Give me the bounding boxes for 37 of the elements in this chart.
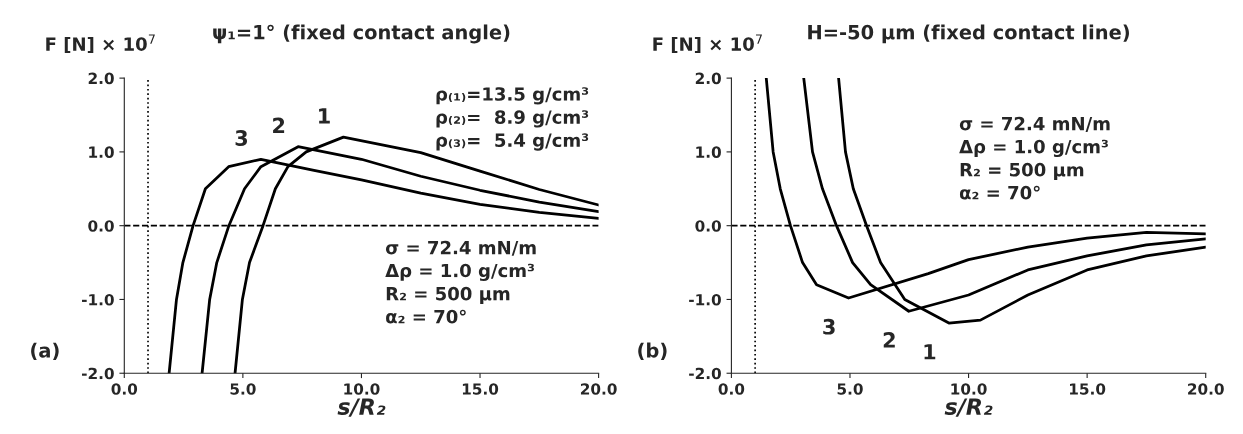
series-label: 3: [823, 318, 835, 335]
x-tick-label: 20.0: [580, 383, 617, 395]
y-axis-title: F [N] × 10$^{7}$: [653, 34, 762, 54]
series-label: 2: [273, 117, 285, 134]
text: (a): [31, 342, 59, 360]
x-tick-label: 0.0: [111, 383, 138, 395]
series-label: 1: [319, 108, 330, 124]
series-label: 3: [235, 130, 248, 146]
y-tick-label: 0.0: [695, 220, 721, 232]
x-tick-label: 5.0: [230, 383, 256, 395]
x-tick-label: 10.0: [951, 383, 987, 395]
annotation: ρ₍₁₎=13.5 g/cm³ ρ₍₂₎= 8.9 g/cm³ ρ₍₃₎= 5.4 g/cm³: [436, 87, 589, 151]
x-tick-label: 15.0: [462, 383, 499, 395]
series-label: 2: [883, 332, 895, 348]
series-label: 1: [924, 344, 936, 360]
x-tick-label: 10.0: [344, 383, 380, 395]
y-tick-label: 1.0: [696, 146, 721, 158]
y-axis-title: F [N] × 10$^{7}$: [46, 34, 155, 54]
x-tick-label: 5.0: [837, 383, 863, 395]
y-tick-label: -2.0: [689, 367, 721, 380]
annotation: σ = 72.4 mN/m Δρ = 1.0 g/cm³ R₂ = 500 μm α₂ = 70°: [385, 240, 536, 324]
chart-title: ψ₁=1° (fixed contact angle): [213, 24, 510, 44]
annotation: σ = 72.4 mN/m Δρ = 1.0 g/cm³ R₂ = 500 μm α₂ = 70°: [959, 116, 1110, 200]
text: (b): [638, 342, 667, 360]
x-axis-title: s/R₂: [337, 398, 386, 417]
y-tick-label: 1.0: [89, 146, 114, 158]
x-tick-label: 0.0: [718, 383, 745, 395]
y-tick-label: 2.0: [695, 72, 721, 85]
y-tick-label: -1.0: [689, 293, 721, 306]
x-axis-title: s/R₂: [944, 398, 993, 417]
y-tick-label: -2.0: [82, 367, 114, 380]
x-tick-label: 15.0: [1070, 383, 1106, 395]
x-tick-label: 20.0: [1188, 383, 1224, 395]
chart-title: H=-50 μm (fixed contact line): [808, 24, 1129, 44]
y-tick-label: 0.0: [88, 220, 114, 232]
y-tick-label: 2.0: [88, 72, 114, 85]
y-tick-label: -1.0: [82, 293, 114, 306]
